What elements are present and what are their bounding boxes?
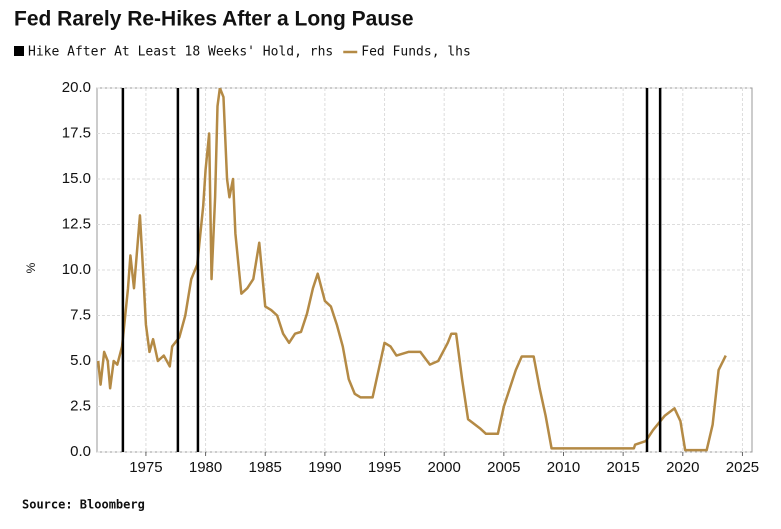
y-tick-label: 12.5 — [62, 215, 91, 232]
legend-swatch — [14, 46, 24, 56]
x-tick-label: 2015 — [606, 459, 639, 476]
y-tick-label: 7.5 — [70, 306, 91, 323]
x-tick-label: 1980 — [189, 459, 222, 476]
x-tick-label: 1985 — [249, 459, 282, 476]
y-tick-label: 20.0 — [62, 79, 91, 96]
x-tick-label: 2005 — [487, 459, 520, 476]
y-axis-label: % — [24, 262, 38, 273]
y-tick-label: 0.0 — [70, 443, 91, 460]
line-series — [97, 88, 727, 452]
y-tick-label: 2.5 — [70, 397, 91, 414]
source: Source: Bloomberg — [22, 498, 145, 512]
chart-title: Fed Rarely Re-Hikes After a Long Pause — [14, 8, 414, 31]
y-tick-label: 5.0 — [70, 352, 91, 369]
y-tick-label: 10.0 — [62, 261, 91, 278]
legend-label: Hike After At Least 18 Weeks' Hold, rhs — [28, 45, 333, 60]
y-tick-label: 17.5 — [62, 124, 91, 141]
x-tick-label: 2010 — [547, 459, 580, 476]
y-tick-label: 15.0 — [62, 170, 91, 187]
x-tick-label: 1995 — [368, 459, 401, 476]
x-tick-label: 1975 — [129, 459, 162, 476]
legend-label: Fed Funds, lhs — [361, 45, 471, 60]
x-tick-label: 2025 — [726, 459, 759, 476]
x-tick-label: 2000 — [427, 459, 460, 476]
x-tick-label: 2020 — [666, 459, 699, 476]
x-tick-label: 1990 — [308, 459, 341, 476]
